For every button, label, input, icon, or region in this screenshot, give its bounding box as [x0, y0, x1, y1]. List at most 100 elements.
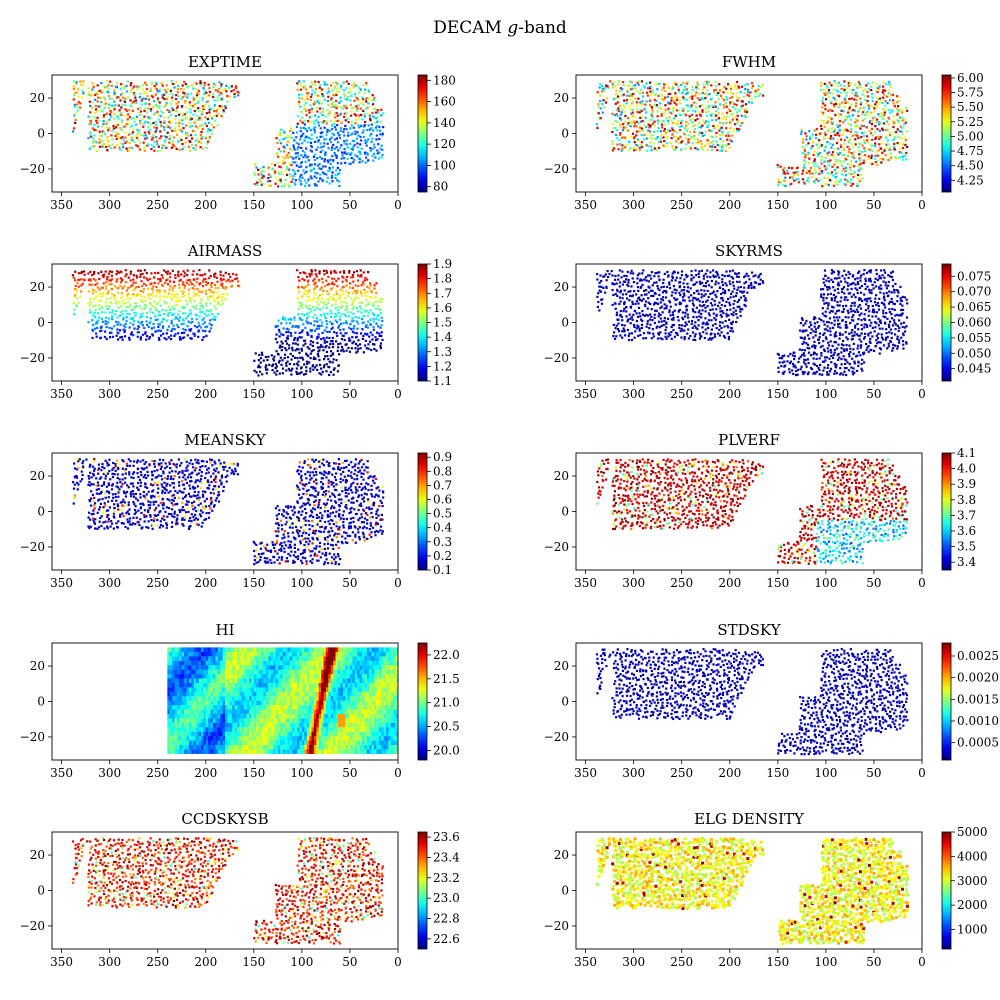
- data-point: [879, 121, 882, 125]
- data-point: [368, 296, 371, 299]
- data-point: [636, 277, 639, 280]
- data-point: [659, 317, 662, 320]
- data-point: [681, 316, 684, 319]
- data-point: [647, 297, 650, 300]
- data-point: [221, 284, 224, 288]
- data-point: [701, 326, 704, 329]
- data-point: [168, 276, 172, 279]
- data-point: [653, 275, 656, 278]
- data-point: [316, 100, 319, 103]
- data-point: [302, 86, 305, 89]
- data-point: [144, 284, 148, 287]
- data-point: [645, 91, 649, 94]
- data-point: [375, 138, 378, 141]
- data-point: [618, 90, 621, 93]
- data-point: [718, 83, 721, 86]
- data-point: [183, 272, 187, 275]
- data-point: [901, 133, 905, 136]
- data-point: [321, 281, 324, 284]
- data-point: [840, 109, 843, 112]
- data-point: [829, 137, 832, 140]
- data-point: [100, 311, 104, 314]
- data-point: [332, 293, 336, 296]
- data-point: [701, 134, 704, 137]
- data-point: [817, 133, 820, 136]
- data-point: [657, 320, 661, 323]
- data-point: [88, 147, 91, 150]
- data-point: [215, 276, 218, 279]
- data-point: [615, 89, 618, 92]
- data-point: [182, 322, 185, 326]
- data-point: [151, 290, 155, 293]
- data-point: [123, 285, 126, 288]
- data-point: [835, 99, 838, 102]
- data-point: [642, 289, 646, 293]
- data-point: [377, 305, 380, 308]
- data-point: [717, 117, 721, 120]
- data-point: [214, 307, 218, 310]
- data-point: [678, 308, 681, 312]
- data-point: [102, 122, 105, 126]
- data-point: [628, 140, 631, 143]
- data-point: [844, 166, 848, 169]
- data-point: [345, 284, 348, 287]
- data-point: [623, 106, 626, 109]
- data-point: [658, 146, 661, 149]
- data-point: [801, 172, 804, 175]
- data-point: [849, 181, 852, 185]
- data-point: [140, 280, 143, 283]
- data-point: [306, 275, 309, 278]
- colorbar-tick-label: 5.50: [957, 100, 984, 114]
- data-point: [141, 117, 144, 121]
- data-point: [710, 129, 713, 132]
- data-point: [300, 312, 303, 316]
- data-point: [293, 356, 297, 359]
- data-point: [331, 81, 335, 84]
- data-point: [143, 137, 147, 140]
- data-point: [194, 139, 197, 142]
- data-point: [330, 176, 334, 179]
- data-point: [823, 146, 827, 149]
- data-point: [318, 372, 321, 375]
- data-point: [684, 143, 688, 146]
- data-point: [706, 139, 710, 142]
- data-point: [892, 125, 895, 129]
- data-point: [833, 128, 837, 131]
- data-point: [869, 104, 872, 107]
- data-point: [294, 342, 297, 345]
- data-point: [605, 84, 608, 87]
- data-point: [893, 122, 896, 125]
- data-point: [129, 270, 132, 273]
- data-point: [281, 372, 284, 375]
- data-point: [217, 87, 221, 91]
- data-point: [707, 120, 710, 124]
- data-point: [116, 338, 120, 341]
- data-point: [134, 93, 137, 96]
- data-point: [176, 84, 180, 88]
- data-point: [305, 292, 308, 296]
- data-point: [376, 124, 379, 128]
- data-point: [819, 124, 823, 128]
- data-point: [124, 103, 127, 106]
- data-point: [158, 310, 161, 314]
- data-point: [279, 356, 282, 359]
- data-point: [600, 279, 603, 283]
- data-point: [352, 312, 355, 315]
- data-point: [109, 279, 113, 282]
- data-point: [139, 92, 142, 95]
- data-point: [329, 84, 333, 87]
- data-point: [106, 307, 109, 310]
- data-point: [100, 329, 103, 332]
- data-point: [844, 174, 847, 177]
- data-point: [301, 121, 304, 124]
- data-point: [328, 169, 331, 172]
- data-point: [619, 334, 622, 337]
- data-point: [262, 174, 265, 178]
- data-point: [326, 176, 329, 179]
- data-point: [628, 80, 631, 83]
- data-point: [607, 86, 610, 90]
- data-point: [366, 106, 369, 109]
- data-point: [630, 338, 634, 342]
- data-point: [826, 119, 830, 122]
- data-point: [708, 129, 711, 132]
